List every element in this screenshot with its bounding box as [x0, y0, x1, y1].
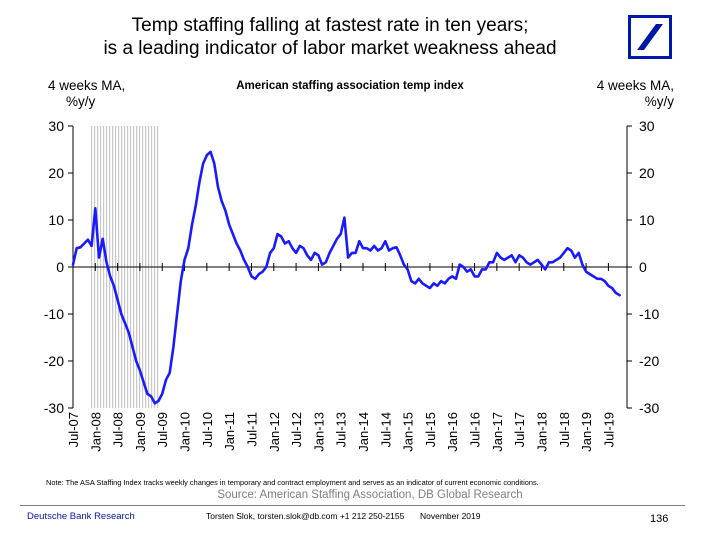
- left-axis-label-line-2: %y/y: [66, 94, 96, 109]
- left-y-tick-label: 0: [56, 259, 64, 275]
- logo-slash-icon: [637, 24, 663, 50]
- right-axis-label: 4 weeks MA, %y/y: [564, 78, 674, 110]
- x-tick-label: Jul-15: [423, 412, 438, 447]
- x-tick-label: Jan-08: [88, 412, 103, 452]
- right-y-tick-label: 0: [639, 259, 647, 275]
- title-line-2: is a leading indicator of labor market w…: [103, 38, 557, 59]
- x-tick-label: Jul-13: [334, 412, 349, 447]
- chart-source: Source: American Staffing Association, D…: [217, 489, 523, 501]
- left-y-tick-label: 10: [48, 212, 64, 228]
- x-tick-label: Jul-08: [111, 412, 126, 447]
- temp-index-line: [71, 150, 621, 405]
- x-tick-label: Jul-18: [557, 412, 572, 447]
- x-tick-label: Jul-16: [468, 412, 483, 447]
- x-tick-label: Jan-10: [178, 412, 193, 452]
- left-y-tick-label: 30: [48, 118, 64, 134]
- right-y-tick-label: -20: [639, 353, 659, 369]
- x-tick-label: Jul-09: [155, 412, 170, 447]
- footer-divider: [20, 505, 685, 506]
- x-tick-label: Jan-14: [356, 412, 371, 452]
- x-tick-label: Jul-07: [66, 412, 81, 447]
- footer-brand: Deutsche Bank Research: [27, 511, 135, 522]
- right-y-tick-label: 20: [639, 165, 655, 181]
- left-y-tick-label: -20: [44, 353, 64, 369]
- x-tick-label: Jan-13: [311, 412, 326, 452]
- left-axis-label-line-1: 4 weeks MA,: [48, 78, 126, 93]
- x-tick-label: Jan-15: [401, 412, 416, 452]
- slide-title: Temp staffing falling at fastest rate in…: [40, 14, 620, 60]
- right-axis-label-line-1: 4 weeks MA,: [596, 78, 674, 93]
- page-number: 136: [650, 513, 669, 525]
- right-y-tick-label: -30: [639, 400, 659, 416]
- title-line-1: Temp staffing falling at fastest rate in…: [131, 15, 529, 36]
- right-y-tick-label: 10: [639, 212, 655, 228]
- deutsche-bank-logo-icon: [628, 15, 672, 59]
- chart-note: Note: The ASA Staffing Index tracks week…: [46, 478, 539, 487]
- right-axis-label-line-2: %y/y: [644, 94, 674, 109]
- x-tick-label: Jan-16: [445, 412, 460, 452]
- left-axis-label: 4 weeks MA, %y/y: [48, 78, 158, 110]
- x-tick-label: Jul-11: [244, 412, 259, 446]
- left-y-tick-label: 20: [48, 165, 64, 181]
- x-tick-label: Jul-19: [601, 412, 616, 447]
- x-tick-label: Jul-12: [289, 412, 304, 447]
- x-tick-label: Jan-19: [579, 412, 594, 452]
- x-tick-label: Jan-09: [133, 412, 148, 452]
- x-tick-label: Jul-17: [512, 412, 527, 447]
- x-tick-label: Jan-18: [534, 412, 549, 452]
- x-tick-label: Jan-11: [222, 412, 237, 451]
- x-tick-label: Jan-12: [267, 412, 282, 452]
- footer-author: Torsten Slok, torsten.slok@db.com +1 212…: [206, 511, 405, 521]
- x-tick-label: Jan-17: [490, 412, 505, 452]
- left-y-tick-label: -10: [44, 306, 64, 322]
- right-y-tick-label: -10: [639, 306, 659, 322]
- footer-date: November 2019: [420, 511, 481, 521]
- chart-title: American staffing association temp index: [236, 80, 464, 92]
- x-tick-label: Jul-10: [200, 412, 215, 447]
- right-y-tick-label: 30: [639, 118, 655, 134]
- left-y-tick-label: -30: [44, 400, 64, 416]
- x-tick-label: Jul-14: [378, 412, 393, 447]
